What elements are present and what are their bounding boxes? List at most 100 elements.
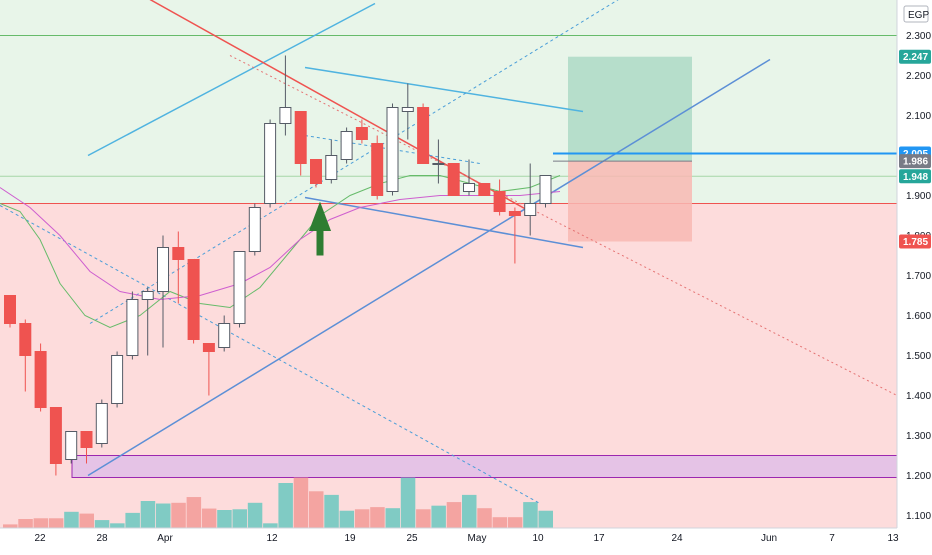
candle-body <box>340 131 353 160</box>
up-arrow-marker <box>308 201 332 256</box>
red-zone <box>0 203 897 528</box>
candle-body <box>294 111 307 164</box>
candle-body <box>371 143 384 196</box>
candle-body <box>4 295 16 324</box>
stop-box <box>568 161 692 242</box>
volume-bar <box>339 510 355 528</box>
volume-bar <box>462 494 477 528</box>
volume-bar <box>293 477 309 528</box>
candle-body <box>126 299 139 356</box>
candles <box>4 55 552 476</box>
x-tick-label: 22 <box>34 533 46 544</box>
candle-body <box>264 123 277 204</box>
volume-bar <box>431 505 446 528</box>
volume-bar <box>217 510 232 528</box>
moving-average-fast <box>0 175 561 329</box>
volume-bar <box>523 502 538 528</box>
x-tick-label: May <box>468 533 487 544</box>
flag-bottom-line <box>304 196 584 249</box>
candle-body <box>325 155 338 180</box>
x-tick-label: 12 <box>266 533 278 544</box>
dashed-channel-line <box>89 0 619 324</box>
volume-bar <box>171 502 186 528</box>
candle-body <box>141 291 154 300</box>
x-tick-label: 25 <box>406 533 418 544</box>
candle-body <box>279 107 292 124</box>
volume-bar <box>64 511 79 528</box>
currency-badge <box>903 5 929 23</box>
volume-bar <box>492 517 508 528</box>
volume-bar <box>400 477 416 528</box>
axis-background <box>897 0 932 550</box>
candle-body <box>233 251 246 324</box>
volume-bar <box>94 520 110 528</box>
volume-bar <box>79 513 94 528</box>
x-tick-label: 28 <box>96 533 108 544</box>
volume-bar <box>33 518 49 528</box>
price-tag-label: 2.247 <box>903 52 928 63</box>
x-tick-label: 10 <box>532 533 544 544</box>
volume-bar <box>263 523 278 528</box>
candle-body <box>524 203 537 216</box>
volume-bar <box>507 517 523 528</box>
candle-body <box>202 343 215 352</box>
volume-bar <box>201 508 217 528</box>
demand-zone-box <box>71 455 899 478</box>
price-tag-label: 1.785 <box>903 237 928 248</box>
volume-bar <box>247 502 263 528</box>
volume-bar <box>110 523 125 528</box>
candle-body <box>49 407 62 464</box>
candle-body <box>248 207 261 252</box>
candle-body <box>157 247 169 292</box>
candle-body <box>386 107 399 192</box>
background-zones <box>0 0 899 528</box>
y-tick-label: 1.200 <box>906 471 931 482</box>
price-tag-label: 1.986 <box>903 157 928 168</box>
y-tick-label: 2.200 <box>906 71 931 82</box>
candle-body <box>539 175 552 204</box>
candle-body <box>80 431 93 448</box>
volume-bar <box>385 508 400 528</box>
channel-upper-line <box>87 2 376 157</box>
x-tick-label: 19 <box>344 533 356 544</box>
volume-bar <box>3 524 18 528</box>
candle-body <box>310 159 322 184</box>
candle-body <box>187 259 200 340</box>
x-tick-label: 24 <box>671 533 683 544</box>
time-axis-background <box>0 528 932 550</box>
candle-body <box>19 323 32 356</box>
price-axis: 1.1001.2001.3001.4001.5001.6001.7001.800… <box>896 0 932 550</box>
dashed-trend-line <box>0 205 541 504</box>
x-tick-label: 7 <box>829 533 835 544</box>
volume-bar <box>446 502 462 528</box>
price-tag <box>899 234 931 249</box>
x-tick-label: Apr <box>157 533 173 544</box>
candle-body <box>172 247 185 260</box>
y-tick-label: 1.500 <box>906 351 931 362</box>
price-tag <box>899 154 931 169</box>
y-tick-label: 2.100 <box>906 111 931 122</box>
uptrend-line <box>87 58 771 477</box>
candle-body <box>447 163 460 196</box>
candle-body <box>417 107 430 164</box>
x-tick-label: 13 <box>887 533 899 544</box>
target-box <box>568 56 692 162</box>
volume-bar <box>48 518 64 528</box>
y-tick-label: 1.600 <box>906 311 931 322</box>
candle-body <box>218 323 231 348</box>
volume-bar <box>156 503 171 528</box>
y-tick-label: 1.900 <box>906 191 931 202</box>
candle-body <box>355 127 368 140</box>
volume-bar <box>370 507 385 528</box>
candle-body <box>508 211 521 216</box>
volume-bar <box>278 483 293 528</box>
y-tick-label: 1.100 <box>906 511 931 522</box>
volume-bar <box>140 501 156 528</box>
volume-bar <box>309 491 324 528</box>
candle-body <box>432 163 445 165</box>
volume-bar <box>232 509 247 528</box>
volume-bar <box>538 510 553 528</box>
candle-body <box>34 351 47 408</box>
